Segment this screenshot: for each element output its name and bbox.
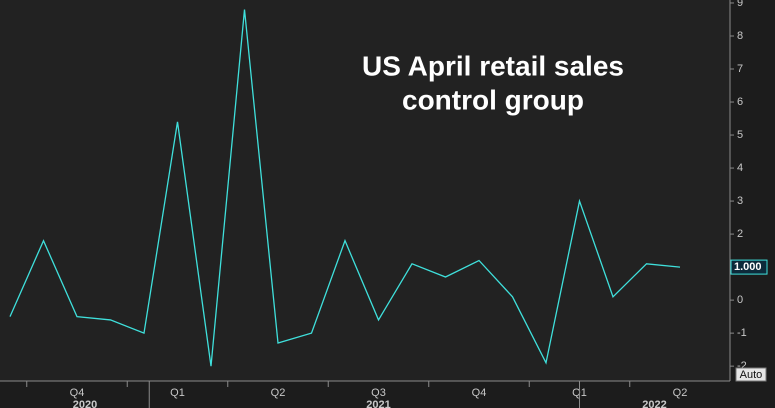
year-label: 2022 bbox=[642, 399, 666, 408]
auto-button[interactable] bbox=[735, 367, 767, 382]
auto-button-label[interactable]: Auto bbox=[740, 369, 763, 381]
last-value-box bbox=[730, 259, 768, 275]
y-tick-label: 2 bbox=[737, 228, 743, 240]
year-label: 2020 bbox=[73, 399, 97, 408]
x-tick-label: Q4 bbox=[472, 387, 487, 399]
y-tick-label: 8 bbox=[737, 30, 743, 42]
year-label: 2021 bbox=[366, 399, 390, 408]
y-tick-label: 5 bbox=[737, 129, 743, 141]
line-series bbox=[9, 9, 681, 367]
last-value-label: 1.000 bbox=[734, 261, 762, 273]
y-tick-label: 7 bbox=[737, 63, 743, 75]
y-tick-label: 9 bbox=[737, 0, 743, 9]
y-tick-label: 4 bbox=[737, 162, 743, 174]
x-tick-label: Q1 bbox=[170, 387, 185, 399]
x-tick-label: Q2 bbox=[673, 387, 688, 399]
y-tick-label: 0 bbox=[737, 294, 743, 306]
x-tick-label: Q4 bbox=[70, 387, 85, 399]
x-tick-label: Q3 bbox=[371, 387, 386, 399]
plot-area bbox=[0, 0, 730, 381]
y-tick-label: 6 bbox=[737, 96, 743, 108]
chart-title: control group bbox=[402, 84, 584, 115]
y-tick-label: 3 bbox=[737, 195, 743, 207]
x-tick-label: Q2 bbox=[271, 387, 286, 399]
y-tick-label: -2 bbox=[737, 360, 747, 372]
y-tick-label: -1 bbox=[737, 327, 747, 339]
chart-title: US April retail sales bbox=[362, 50, 624, 81]
